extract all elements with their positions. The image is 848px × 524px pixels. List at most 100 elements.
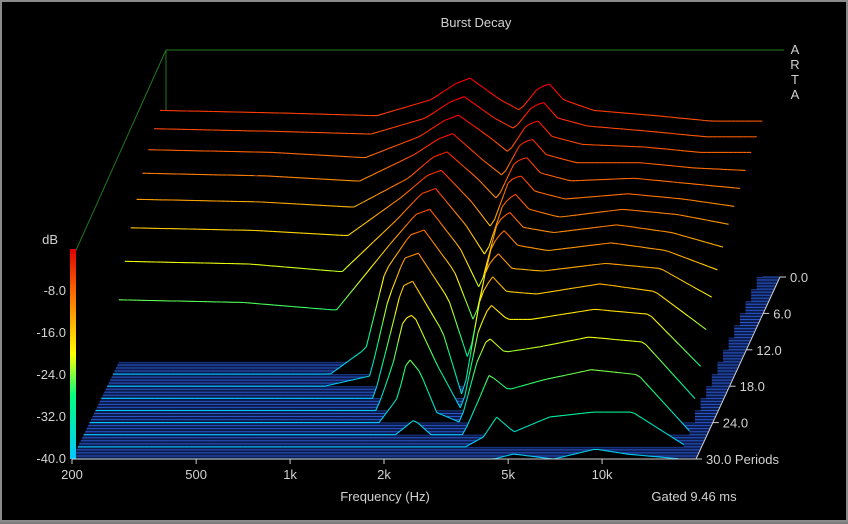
decay-trace-segment	[577, 413, 581, 414]
x-tick-label: 2k	[377, 467, 391, 482]
decay-trace-segment	[578, 266, 583, 267]
decay-trace-segment	[602, 450, 607, 451]
depth-tick-label: 30.0 Periods	[706, 452, 779, 467]
decay-trace-segment	[667, 149, 671, 150]
decay-trace-segment	[506, 291, 510, 292]
decay-trace-segment	[604, 284, 609, 285]
decay-trace-segment	[575, 247, 580, 248]
decay-trace-segment	[532, 319, 537, 320]
decay-trace-segment	[504, 351, 508, 352]
decay-trace-segment	[607, 310, 611, 311]
decay-trace-segment	[557, 249, 562, 250]
decay-trace-segment	[646, 248, 651, 249]
decay-trace-segment	[612, 225, 616, 226]
decay-trace-segment	[661, 165, 665, 166]
decay-trace-segment	[606, 339, 610, 340]
decay-trace-segment	[660, 116, 665, 117]
decay-trace-segment	[622, 287, 627, 288]
decay-trace-segment	[624, 245, 628, 246]
decay-trace-segment	[559, 415, 564, 416]
z-tick-label: -24.0	[36, 367, 66, 382]
decay-trace-segment	[598, 450, 603, 451]
decay-trace-segment	[656, 230, 660, 231]
decay-trace-segment	[652, 230, 656, 231]
decay-trace-segment	[631, 288, 635, 289]
decay-trace-segment	[637, 247, 642, 248]
z-tick-label: -8.0	[44, 283, 66, 298]
decay-trace-segment	[608, 225, 613, 226]
decay-trace-segment	[560, 217, 565, 218]
decay-trace-segment	[663, 197, 668, 198]
logo-letter-1: A	[791, 42, 800, 57]
decay-trace-segment	[621, 225, 625, 226]
decay-trace-segment	[691, 184, 695, 185]
decay-trace-segment	[571, 247, 575, 248]
decay-trace-segment	[544, 250, 549, 251]
colorbar-gradient	[70, 249, 76, 459]
decay-trace-segment	[610, 264, 614, 265]
decay-trace-segment	[688, 167, 693, 168]
decay-trace-segment	[546, 292, 550, 293]
decay-trace-segment	[565, 268, 570, 269]
decay-trace-segment	[649, 147, 654, 148]
decay-trace-segment	[545, 458, 549, 459]
decay-trace-segment	[585, 228, 590, 229]
decay-trace-segment	[567, 313, 572, 314]
decay-trace-segment	[639, 228, 644, 229]
decay-trace-segment	[535, 347, 540, 348]
decay-trace-segment	[620, 453, 625, 454]
decay-trace-segment	[581, 413, 586, 414]
decay-trace-segment	[644, 290, 649, 291]
decay-trace-segment	[526, 247, 531, 248]
decay-trace-segment	[595, 212, 600, 213]
depth-tick-label: 24.0	[723, 416, 748, 431]
decay-trace-segment	[550, 416, 555, 417]
decay-trace-segment	[555, 290, 559, 291]
decay-trace-segment	[512, 268, 516, 269]
decay-trace-segment	[616, 452, 620, 453]
decay-trace-segment	[597, 244, 602, 245]
decay-trace-segment	[522, 455, 526, 456]
decay-trace-segment	[545, 231, 549, 232]
decay-trace-segment	[555, 416, 559, 417]
decay-trace-segment	[604, 211, 609, 212]
decay-trace-segment	[640, 211, 645, 212]
decay-trace-segment	[591, 285, 595, 286]
decay-trace-segment	[594, 227, 599, 228]
decay-trace-segment	[536, 318, 540, 319]
decay-trace-segment	[708, 203, 713, 204]
decay-trace-segment	[648, 229, 653, 230]
decay-trace-segment	[680, 150, 684, 151]
x-tick-label: 500	[185, 467, 207, 482]
decay-trace-segment	[573, 215, 578, 216]
decay-trace-segment	[655, 249, 660, 250]
decay-trace-segment	[603, 226, 607, 227]
decay-trace-segment	[549, 250, 553, 251]
decay-trace-segment	[673, 182, 677, 183]
z-tick-label: -16.0	[36, 325, 66, 340]
decay-trace-segment	[596, 264, 601, 265]
decay-trace-segment	[727, 187, 732, 188]
x-tick-label: 200	[61, 467, 83, 482]
decay-trace-segment	[552, 269, 556, 270]
decay-trace-segment	[600, 284, 604, 285]
decay-trace-segment	[703, 202, 707, 203]
decay-trace-segment	[611, 243, 615, 244]
decay-trace-segment	[576, 229, 581, 230]
decay-trace-segment	[596, 370, 600, 371]
decay-trace-segment	[616, 225, 621, 226]
decay-trace-segment	[673, 134, 677, 135]
decay-trace-segment	[559, 231, 563, 232]
decay-trace-segment	[580, 246, 584, 247]
decay-trace-segment	[527, 456, 532, 457]
decay-trace-segment	[661, 231, 666, 232]
decay-trace-segment	[554, 315, 558, 316]
decay-trace-segment	[659, 132, 663, 133]
decay-trace-segment	[563, 231, 568, 232]
decay-trace-segment	[687, 119, 691, 120]
decay-trace-segment	[568, 414, 573, 415]
arta-logo: A R T A	[790, 42, 799, 102]
decay-trace-segment	[613, 210, 617, 211]
x-axis-label: Frequency (Hz)	[340, 489, 430, 504]
decay-trace-segment	[717, 204, 721, 205]
